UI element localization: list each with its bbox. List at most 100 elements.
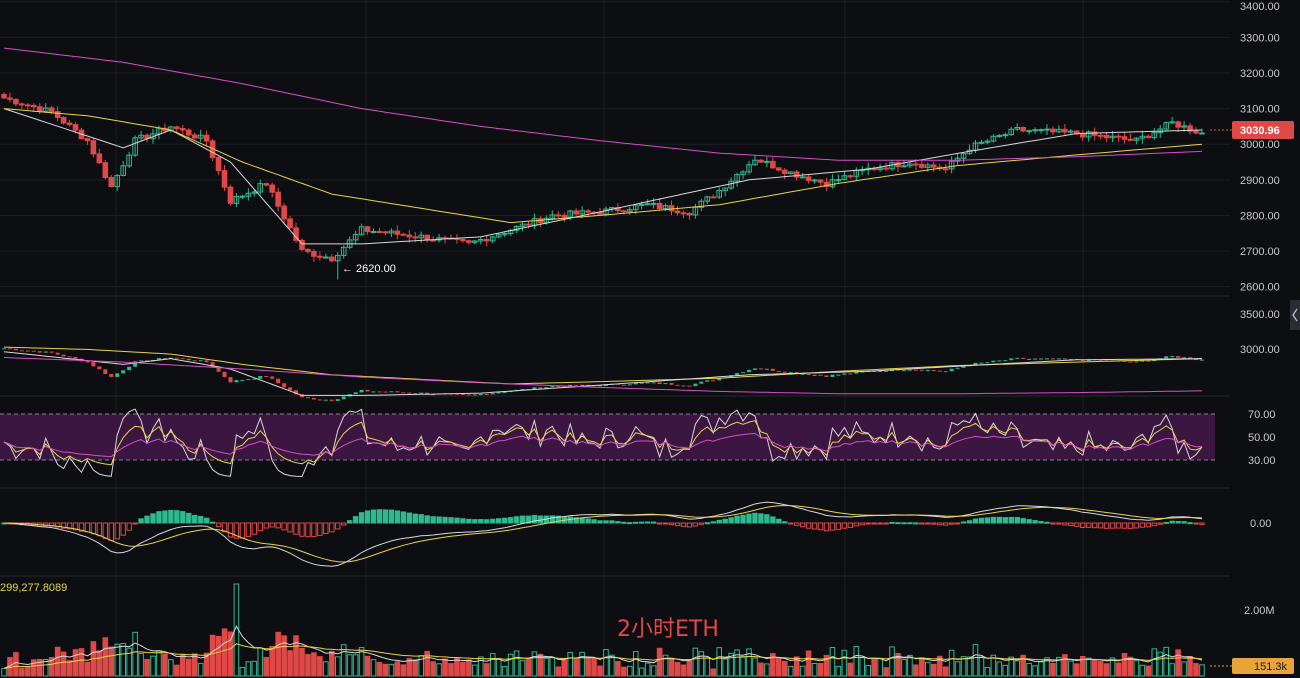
pane2-candle bbox=[836, 374, 841, 376]
macd-histogram-bar bbox=[722, 518, 728, 524]
volume-bar bbox=[239, 666, 246, 677]
candle-body bbox=[48, 107, 55, 113]
volume-bar bbox=[108, 646, 115, 677]
macd-histogram-bar bbox=[901, 522, 907, 525]
pane2-white-line bbox=[3, 351, 1203, 396]
last-volume-label: 151.3k bbox=[1254, 661, 1288, 673]
volume-bar bbox=[942, 666, 949, 677]
volume-axis: 2.00M 299,277.8089 bbox=[0, 582, 1275, 617]
collapse-handle[interactable] bbox=[1290, 300, 1300, 330]
pane2-candle bbox=[562, 386, 567, 388]
macd-histogram-bar bbox=[436, 516, 442, 524]
pane2-candle bbox=[270, 376, 275, 379]
macd-histogram-bar bbox=[817, 522, 824, 531]
pane2-candle bbox=[1122, 360, 1127, 362]
candle-body bbox=[704, 196, 711, 202]
macd-histogram-bar bbox=[108, 522, 114, 541]
macd-histogram-bar bbox=[621, 521, 627, 524]
price-tick: 2600.00 bbox=[1240, 282, 1280, 294]
pane2-candle bbox=[913, 369, 918, 371]
pane2-candle bbox=[121, 370, 126, 374]
pane2-candle bbox=[979, 362, 984, 364]
volume-bar bbox=[1157, 651, 1164, 677]
macd-histogram-bar bbox=[591, 519, 597, 524]
candle-body bbox=[495, 234, 502, 238]
volume-bar bbox=[722, 658, 728, 677]
pane2-candle bbox=[204, 360, 209, 363]
volume-bar bbox=[644, 662, 651, 677]
macd-histogram-bar bbox=[1133, 522, 1140, 529]
macd-histogram-bar bbox=[72, 522, 79, 531]
volume-bar bbox=[1068, 660, 1074, 677]
macd-histogram-bar bbox=[1080, 522, 1086, 528]
volume-bar bbox=[1056, 656, 1062, 677]
macd-histogram-bar bbox=[341, 522, 347, 526]
volume-bar bbox=[364, 655, 371, 677]
candle-body bbox=[1139, 135, 1146, 139]
volume-bar bbox=[1133, 660, 1140, 677]
volume-bar bbox=[495, 658, 502, 677]
volume-bar bbox=[185, 658, 192, 677]
macd-histogram-bar bbox=[692, 522, 699, 527]
volume-bar bbox=[662, 654, 669, 677]
volume-bar bbox=[740, 656, 746, 677]
volume-bar bbox=[1193, 663, 1199, 677]
macd-histogram-bar bbox=[865, 522, 871, 525]
macd-histogram-bar bbox=[60, 522, 67, 529]
pane2-candle bbox=[973, 362, 978, 366]
volume-bar bbox=[674, 661, 681, 677]
volume-bar bbox=[770, 653, 776, 677]
macd-histogram-bar bbox=[335, 522, 341, 530]
macd-histogram-bar bbox=[168, 509, 174, 524]
macd-histogram-bar bbox=[555, 515, 561, 524]
pane2-candle bbox=[228, 377, 233, 383]
macd-histogram-bar bbox=[317, 522, 323, 536]
pane2-candle bbox=[341, 396, 346, 400]
macd-histogram-bar bbox=[585, 518, 591, 524]
pane2-candle bbox=[800, 373, 805, 375]
candle-body bbox=[662, 205, 669, 210]
candle-body bbox=[1103, 134, 1110, 139]
pane2-candle bbox=[377, 391, 382, 393]
macd-histogram-bar bbox=[1199, 522, 1205, 525]
candle-body bbox=[358, 226, 365, 235]
macd-histogram-bar bbox=[1109, 522, 1116, 529]
volume-bar bbox=[847, 662, 854, 677]
macd-histogram-bar bbox=[513, 516, 520, 524]
volume-bar bbox=[376, 661, 383, 677]
pane2-candle bbox=[538, 387, 543, 389]
macd-histogram-bar bbox=[698, 522, 705, 525]
volume-bar bbox=[871, 658, 877, 677]
volume-bar bbox=[781, 660, 788, 677]
candle-body bbox=[36, 106, 43, 112]
volume-bar bbox=[579, 651, 585, 677]
price-grid bbox=[0, 1, 1230, 288]
candle-body bbox=[197, 134, 204, 139]
candle-body bbox=[478, 239, 484, 242]
candle-body bbox=[913, 163, 919, 166]
candle-body bbox=[376, 231, 383, 234]
candle-body bbox=[221, 170, 228, 188]
pane2-candle bbox=[359, 389, 364, 393]
pane2-candle bbox=[598, 385, 602, 387]
volume-bar bbox=[257, 647, 264, 677]
volume-bar bbox=[162, 653, 168, 677]
volume-bar bbox=[221, 628, 228, 677]
candle-body bbox=[1032, 129, 1038, 132]
pane2-candle bbox=[1134, 361, 1139, 363]
macd-histogram-bar bbox=[644, 521, 651, 524]
candle-body bbox=[72, 124, 79, 131]
candle-body bbox=[299, 239, 305, 250]
pane2-candle bbox=[431, 394, 436, 396]
volume-tick: 2.00M bbox=[1244, 605, 1275, 617]
volume-bar bbox=[686, 659, 693, 677]
volume-bar bbox=[120, 643, 127, 677]
candle-body bbox=[1014, 127, 1021, 130]
pane2-candle bbox=[478, 394, 483, 396]
candle-body bbox=[394, 230, 401, 235]
macd-histogram-bar bbox=[376, 509, 383, 524]
candle-body bbox=[787, 171, 794, 175]
macd-histogram-bar bbox=[269, 522, 275, 528]
macd-histogram-bar bbox=[1157, 522, 1163, 525]
